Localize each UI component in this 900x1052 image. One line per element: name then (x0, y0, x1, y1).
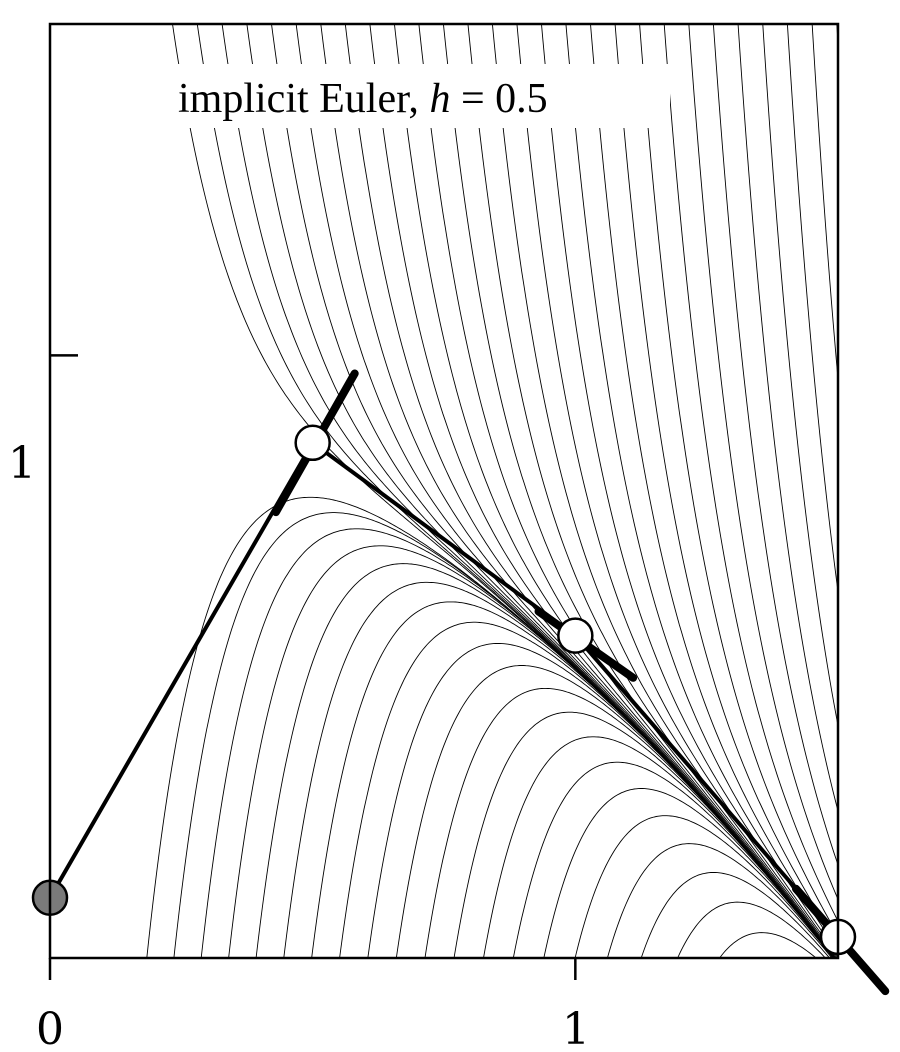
solution-curve-upper-25 (786, 24, 838, 595)
solution-curve-lower-12 (483, 736, 835, 958)
title-backdrop (172, 64, 670, 128)
solution-curve-upper-26 (811, 24, 838, 384)
solution-curve-lower-6 (311, 601, 834, 958)
solution-curve-upper-19 (639, 24, 838, 937)
plot-frame (48, 22, 840, 960)
solution-curve-lower-17 (640, 872, 831, 958)
solution-curve-lower-13 (512, 761, 835, 958)
solution-curve-upper-18 (614, 24, 838, 946)
y-tick-label-1: 1 (8, 438, 36, 489)
chart-title: implicit Euler, h = 0.5 (178, 76, 548, 122)
solution-curve-lower-15 (574, 815, 834, 958)
solution-curve-lower-16 (606, 843, 833, 958)
solution-curve-lower-11 (453, 711, 834, 958)
solution-curve-upper-20 (663, 24, 838, 923)
solution-curve-lower-3 (228, 545, 834, 958)
title-equals: = (461, 76, 495, 122)
solution-curve-lower-1 (173, 512, 834, 958)
solution-curve-lower-9 (395, 665, 834, 958)
axis-ticks (48, 354, 577, 980)
solution-curve-lower-18 (677, 901, 827, 958)
solution-curve-upper-21 (688, 24, 838, 901)
solution-curve-lower-7 (339, 621, 834, 958)
title-backdrop-group: implicit Euler, h = 0.5 (172, 64, 670, 128)
solution-curve-upper-13 (491, 24, 837, 958)
solution-curve-lower-20 (575, 964, 863, 1052)
euler-point-1 (294, 424, 331, 462)
solution-curve-lower-14 (543, 788, 835, 958)
solution-curve-upper-23 (737, 24, 838, 813)
solution-curve-lower-19 (719, 932, 817, 958)
solution-curve-upper-24 (762, 24, 838, 728)
solution-curve-upper-9 (393, 24, 835, 958)
solution-curve-upper-12 (467, 24, 836, 958)
solution-curve-lower-5 (283, 581, 834, 958)
title-value: 0.5 (495, 76, 548, 122)
solution-curve-upper-15 (541, 24, 838, 958)
solution-curve-upper-22 (712, 24, 838, 867)
solution-curve-family (146, 0, 864, 1052)
solution-curve-upper-28 (786, 0, 864, 52)
solution-curve-lower-21 (602, 996, 863, 1052)
x-tick-label-1: 1 (562, 1004, 590, 1052)
euler-point-2 (557, 617, 594, 654)
solution-curve-upper-0 (172, 24, 834, 958)
x-tick-label-0: 0 (36, 1004, 64, 1052)
solution-curve-upper-17 (590, 24, 838, 952)
euler-step-1 (311, 441, 577, 638)
solution-curve-upper-6 (320, 24, 834, 958)
title-prefix: implicit Euler, (178, 76, 419, 122)
solution-curve-lower-4 (255, 563, 834, 958)
solution-curve-lower-22 (628, 1029, 863, 1052)
solution-curve-upper-14 (516, 24, 838, 958)
title-variable: h (429, 76, 450, 122)
solution-curve-upper-4 (271, 24, 834, 958)
solution-curve-lower-0 (146, 496, 834, 958)
euler-step-0 (48, 441, 315, 899)
